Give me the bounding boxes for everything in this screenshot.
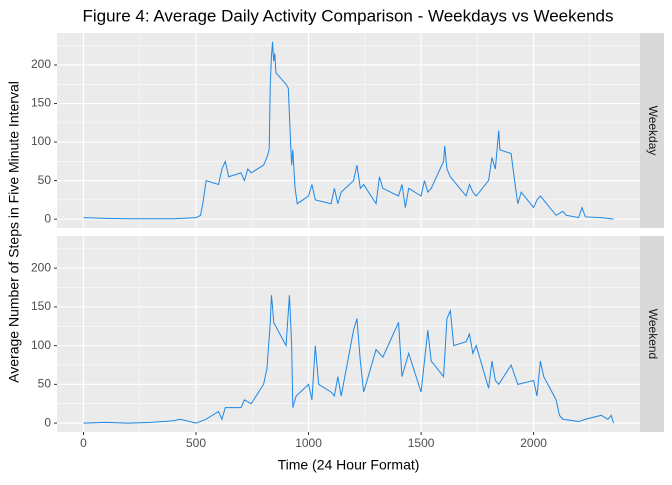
x-tick-label: 1500 (408, 436, 435, 450)
panel-background (57, 236, 640, 432)
y-tick-label: 150 (31, 96, 51, 110)
y-tick-label: 200 (31, 57, 51, 71)
y-tick-label: 0 (44, 415, 51, 429)
chart-title: Figure 4: Average Daily Activity Compari… (82, 6, 613, 25)
y-tick-label: 200 (31, 260, 51, 274)
facet-label: Weekday (646, 106, 660, 156)
facet-label: Weekend (646, 309, 660, 359)
y-tick-label: 0 (44, 211, 51, 225)
y-tick-label: 50 (38, 377, 52, 391)
data-line (83, 41, 614, 220)
facet-strip (640, 236, 664, 432)
y-tick-label: 150 (31, 299, 51, 313)
x-tick-label: 2000 (520, 436, 547, 450)
facet-strip (640, 33, 664, 228)
x-axis-label: Time (24 Hour Format) (278, 457, 420, 473)
y-tick-label: 50 (38, 173, 52, 187)
y-tick-label: 100 (31, 134, 51, 148)
y-tick-label: 100 (31, 338, 51, 352)
x-tick-label: 1000 (295, 436, 322, 450)
y-axis-label: Average Number of Steps in Five Minute I… (6, 81, 22, 383)
x-tick-label: 500 (186, 436, 206, 450)
panel-background (57, 33, 640, 228)
data-line (83, 295, 614, 424)
x-tick-label: 0 (80, 436, 87, 450)
